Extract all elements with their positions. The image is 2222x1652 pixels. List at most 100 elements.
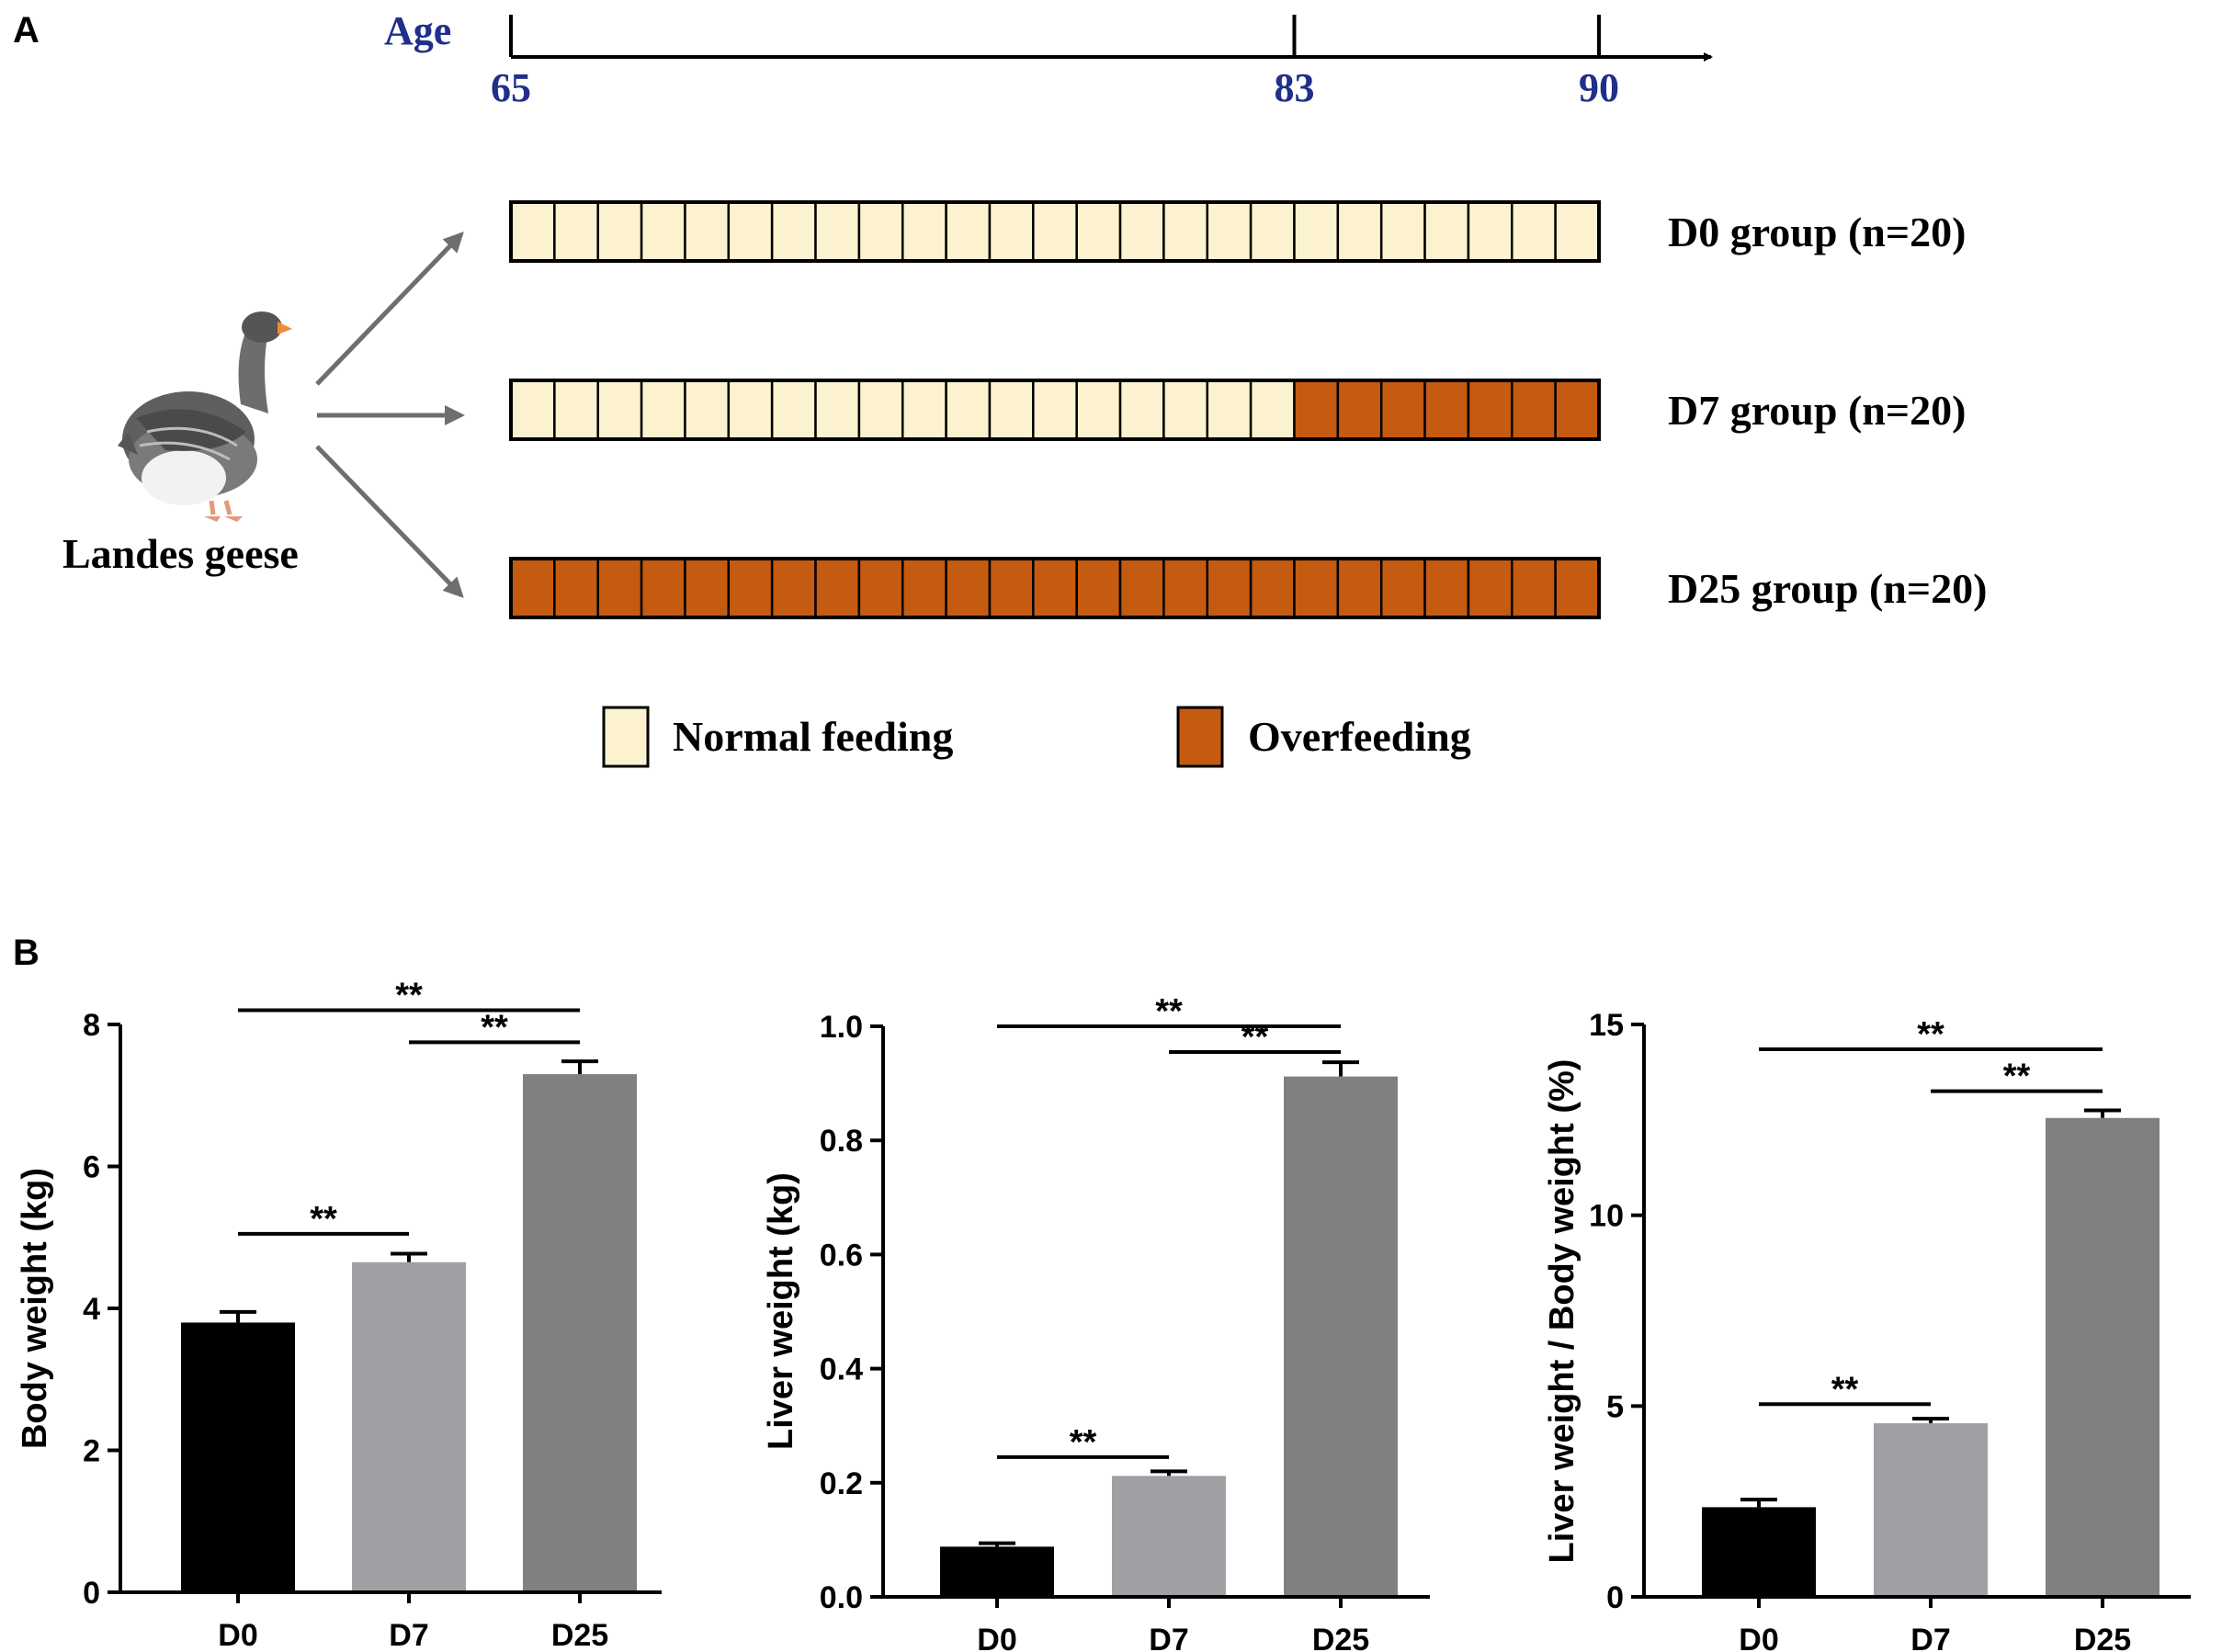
schedule-cell [1379, 557, 1426, 619]
y-tick-label: 5 [1606, 1389, 1624, 1424]
timeline-tick-label-83: 83 [1274, 65, 1314, 110]
schedule-cell [945, 379, 992, 441]
schedule-cell [509, 557, 556, 619]
schedule-cell [596, 557, 643, 619]
schedule-cell [857, 379, 904, 441]
schedule-cell [1379, 200, 1426, 263]
arrow-to-d0 [315, 232, 464, 386]
schedule-row-0: D0 group (n=20) [509, 200, 1966, 263]
schedule-row-border [509, 557, 1601, 619]
schedule-cell [640, 557, 686, 619]
schedule-cell [1032, 200, 1078, 263]
schedule-cell [553, 200, 599, 263]
significance-label-1: ** [2003, 1058, 2031, 1096]
schedule-cell [1249, 379, 1296, 441]
schedule-cell [857, 557, 904, 619]
x-tick-label-D0: D0 [1739, 1623, 1778, 1652]
x-tick-label-D25: D25 [551, 1618, 608, 1652]
significance-label-0: ** [395, 977, 423, 1015]
schedule-cell [945, 557, 992, 619]
significance-label-0: ** [1917, 1015, 1944, 1054]
schedule-cell [1249, 200, 1296, 263]
timeline-tick-label-90: 90 [1579, 65, 1619, 110]
schedule-row-1: D7 group (n=20) [509, 379, 1966, 441]
schedule-cell [684, 557, 731, 619]
schedule-cell [770, 379, 817, 441]
age-timeline: Age 65 83 90 [384, 8, 1713, 110]
y-tick-label: 0.6 [820, 1238, 863, 1273]
y-tick-label: 0 [1606, 1580, 1624, 1615]
schedule-cell [1467, 379, 1513, 441]
schedule-cell [770, 557, 817, 619]
bar-D25 [2046, 1117, 2160, 1597]
y-tick-label: 0.2 [820, 1466, 863, 1501]
schedule-cell [1336, 379, 1383, 441]
schedule-cell [509, 379, 556, 441]
bar-D0 [181, 1322, 295, 1592]
schedule-cell [640, 379, 686, 441]
schedule-cell [684, 379, 731, 441]
schedule-cell [1467, 200, 1513, 263]
x-tick-label-D25: D25 [1312, 1623, 1369, 1652]
schedule-cell [1336, 200, 1383, 263]
x-tick-label-D7: D7 [389, 1618, 428, 1652]
schedule-cell [1075, 379, 1122, 441]
schedule-cell [1336, 557, 1383, 619]
y-axis-label: Liver weight / Body weight (%) [1543, 1059, 1581, 1564]
y-axis-label: Liver weight (kg) [762, 1172, 800, 1450]
liver-weight-chart: D0 D7 D25 0.0 0.2 0.4 0.6 0.8 1.0 Liver weight (k… [762, 992, 1430, 1652]
schedule-cell [1162, 379, 1209, 441]
schedule-cell [553, 557, 599, 619]
schedule-cell [857, 200, 904, 263]
feeding-legend: Normal feeding Overfeeding [602, 706, 1471, 768]
schedule-cell [1075, 557, 1122, 619]
schedule-cell [596, 200, 643, 263]
bar-D7 [1112, 1476, 1226, 1597]
timeline-ticks: 65 83 90 [491, 15, 1619, 110]
schedule-cell [1511, 557, 1557, 619]
schedule-cell [814, 557, 861, 619]
y-tick-label: 0.8 [820, 1124, 863, 1159]
x-tick-label-D25: D25 [2074, 1623, 2131, 1652]
schedule-cell [684, 200, 731, 263]
schedule-row-border [509, 200, 1601, 263]
schedule-cell [1293, 557, 1340, 619]
schedule-cell [1554, 557, 1601, 619]
y-tick-label: 0.0 [820, 1580, 863, 1615]
schedule-cell [509, 200, 556, 263]
legend-swatch-over [1176, 706, 1224, 768]
panel-b-label: B [13, 933, 40, 973]
schedule-cell [901, 200, 947, 263]
x-tick-label-D7: D7 [1910, 1623, 1950, 1652]
schedule-row-2: D25 group (n=20) [509, 557, 1987, 619]
bar-D7 [352, 1262, 466, 1592]
schedule-cell [1511, 200, 1557, 263]
schedule-cell [901, 557, 947, 619]
schedule-cell [1554, 379, 1601, 441]
schedule-cell [1162, 557, 1209, 619]
y-tick-label: 2 [83, 1434, 100, 1469]
significance-label-1: ** [481, 1008, 508, 1047]
x-tick-label-D0: D0 [977, 1623, 1016, 1652]
bar-D25 [523, 1074, 637, 1592]
schedule-cell [1293, 200, 1340, 263]
schedule-cell [1162, 200, 1209, 263]
goose-illustration [118, 311, 292, 522]
significance-label-2: ** [1831, 1370, 1859, 1409]
y-tick-label: 0.4 [820, 1352, 863, 1387]
source-label: Landes geese [62, 530, 299, 577]
timeline-tick-label-65: 65 [491, 65, 531, 110]
schedule-cell [1206, 557, 1253, 619]
y-tick-label: 1.0 [820, 1010, 863, 1045]
schedule-cell [814, 200, 861, 263]
group-label-0: D0 group (n=20) [1668, 209, 1966, 255]
panel-a: A Age 65 83 90 D0 group (n=20) D7 group (n=… [13, 8, 1987, 768]
significance-label-2: ** [1070, 1423, 1097, 1462]
schedule-cell [1032, 557, 1078, 619]
y-tick-label: 6 [83, 1150, 100, 1185]
body-weight-chart: D0 D7 D25 0 2 4 6 8 Body weight (kg) ** ** ** [16, 977, 662, 1652]
significance-label-2: ** [310, 1200, 337, 1239]
bar-D0 [940, 1546, 1054, 1597]
schedule-cell [1511, 379, 1557, 441]
